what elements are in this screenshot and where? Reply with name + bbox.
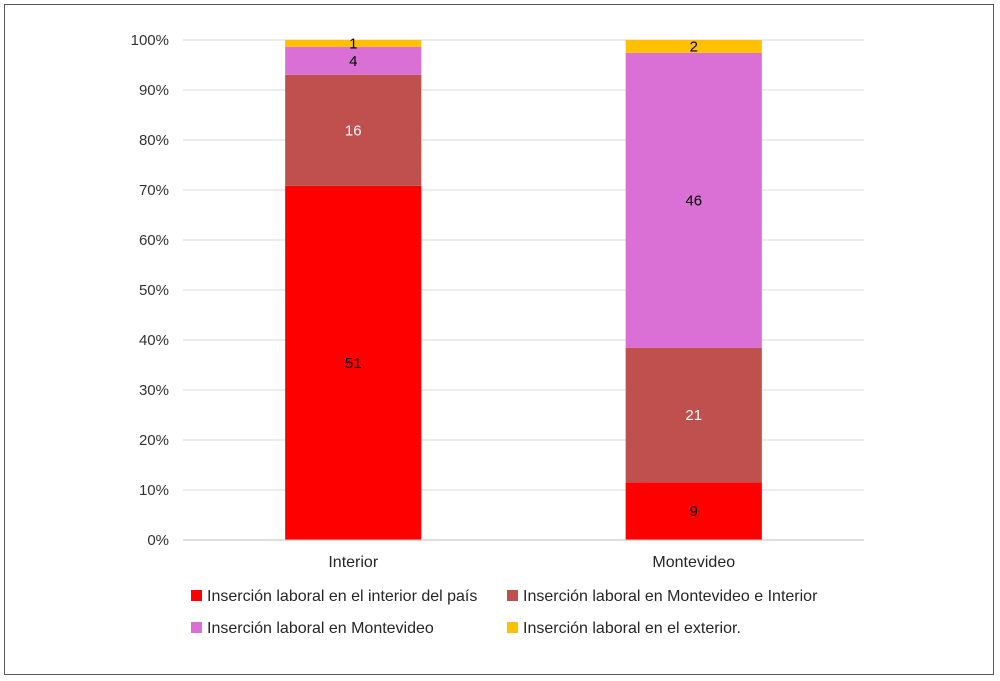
y-tick-label: 100% (131, 32, 169, 49)
data-label: 51 (345, 355, 362, 372)
bar-segment (625, 52, 762, 348)
y-tick-label: 90% (139, 82, 169, 99)
data-label: 16 (345, 122, 362, 139)
x-tick-label: Montevideo (652, 554, 735, 571)
legend-swatch (507, 590, 518, 601)
y-tick-label: 20% (139, 432, 169, 449)
bar-segment (285, 46, 422, 75)
legend-label: Inserción laboral en Montevideo (207, 620, 434, 637)
bar-segment (625, 40, 762, 53)
bar-segment (285, 40, 422, 47)
data-label: 46 (685, 192, 702, 209)
legend-item: Inserción laboral en el interior del paí… (191, 588, 477, 605)
legend-swatch (191, 590, 202, 601)
bar-segment (625, 482, 762, 540)
y-tick-label: 10% (139, 482, 169, 499)
legend-label: Inserción laboral en Montevideo e Interi… (523, 588, 818, 605)
legend-swatch (191, 622, 202, 633)
legend-item: Inserción laboral en Montevideo (191, 620, 434, 637)
bar-segment (285, 185, 422, 541)
y-tick-label: 30% (139, 382, 169, 399)
legend-label: Inserción laboral en el interior del paí… (207, 588, 477, 605)
data-label: 9 (690, 503, 698, 520)
y-tick-label: 40% (139, 332, 169, 349)
bars (285, 40, 762, 541)
x-axis: Interior Montevideo (183, 539, 864, 571)
data-label: 2 (690, 38, 698, 55)
data-labels: 51 16 41 9 21 46 2 (345, 35, 702, 520)
bar-segment (285, 74, 422, 186)
legend-swatch (507, 622, 518, 633)
y-tick-label: 60% (139, 232, 169, 249)
bar-segment (625, 347, 762, 483)
legend-label: Inserción laboral en el exterior. (523, 620, 741, 637)
legend-item: Inserción laboral en Montevideo e Interi… (507, 588, 818, 605)
y-tick-label: 70% (139, 182, 169, 199)
y-tick-label: 80% (139, 132, 169, 149)
y-tick-label: 0% (147, 532, 169, 549)
data-label: 4 (349, 53, 357, 70)
legend-item: Inserción laboral en el exterior. (507, 620, 741, 637)
y-axis-tick-labels: 0% 10% 20% 30% 40% 50% 60% 70% 80% 90% 100% (131, 32, 169, 549)
data-label: 1 (349, 35, 357, 52)
legend: Inserción laboral en el interior del paí… (191, 588, 818, 637)
x-tick-label: Interior (328, 554, 378, 571)
data-label: 21 (685, 407, 702, 424)
y-tick-label: 50% (139, 282, 169, 299)
